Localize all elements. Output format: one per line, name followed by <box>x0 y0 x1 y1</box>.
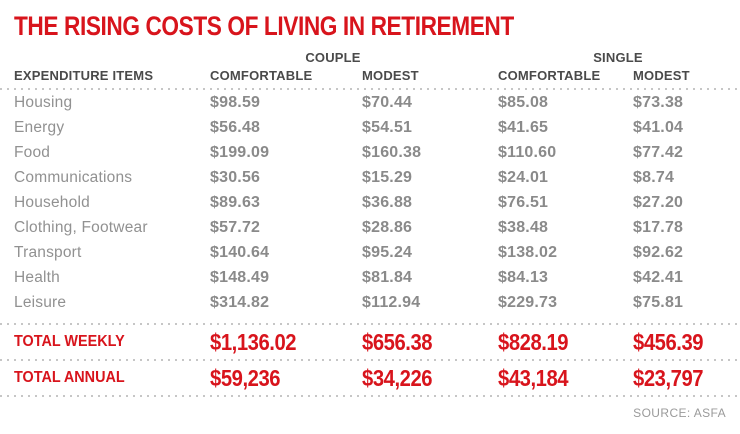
total-value: $1,136.02 <box>210 328 297 355</box>
source-attribution: SOURCE: ASFA <box>633 406 726 420</box>
row-item-label: Housing <box>14 93 73 111</box>
table-row: Housing $98.59 $70.44 $85.08 $73.38 <box>0 90 740 115</box>
total-annual-row: TOTAL ANNUAL $59,236 $34,226 $43,184 $23… <box>0 361 740 395</box>
group-header-row: COUPLE SINGLE <box>0 50 740 66</box>
row-value: $160.38 <box>362 143 422 161</box>
row-value: $85.08 <box>498 93 549 111</box>
total-value: $23,797 <box>633 364 704 391</box>
row-value: $57.72 <box>210 218 261 236</box>
total-annual-label: TOTAL ANNUAL <box>14 369 125 386</box>
row-value: $314.82 <box>210 293 270 311</box>
dotted-divider <box>0 323 740 325</box>
table-row: Communications $30.56 $15.29 $24.01 $8.7… <box>0 165 740 190</box>
row-value: $199.09 <box>210 143 270 161</box>
row-item-label: Health <box>14 268 61 286</box>
column-header-expenditure-items: EXPENDITURE ITEMS <box>14 68 154 83</box>
row-value: $54.51 <box>362 118 413 136</box>
dotted-divider <box>0 88 740 90</box>
row-value: $17.78 <box>633 218 684 236</box>
row-value: $27.20 <box>633 193 684 211</box>
row-item-label: Communications <box>14 168 133 186</box>
row-value: $98.59 <box>210 93 261 111</box>
group-header-couple: COUPLE <box>305 50 361 65</box>
table-row: Energy $56.48 $54.51 $41.65 $41.04 <box>0 115 740 140</box>
column-header-couple-modest: MODEST <box>362 68 419 83</box>
row-value: $81.84 <box>362 268 413 286</box>
group-header-single: SINGLE <box>593 50 643 65</box>
row-item-label: Leisure <box>14 293 67 311</box>
row-value: $8.74 <box>633 168 675 186</box>
row-value: $41.65 <box>498 118 549 136</box>
table-row: Leisure $314.82 $112.94 $229.73 $75.81 <box>0 290 740 315</box>
total-value: $34,226 <box>362 364 433 391</box>
row-item-label: Food <box>14 143 51 161</box>
row-value: $77.42 <box>633 143 684 161</box>
row-value: $42.41 <box>633 268 684 286</box>
row-value: $140.64 <box>210 243 270 261</box>
row-item-label: Clothing, Footwear <box>14 218 148 236</box>
table-body: Housing $98.59 $70.44 $85.08 $73.38 Ener… <box>0 90 740 315</box>
row-value: $28.86 <box>362 218 413 236</box>
row-item-label: Transport <box>14 243 82 261</box>
total-weekly-label: TOTAL WEEKLY <box>14 333 125 350</box>
row-value: $70.44 <box>362 93 413 111</box>
total-value: $59,236 <box>210 364 281 391</box>
row-value: $36.88 <box>362 193 413 211</box>
page-title: THE RISING COSTS OF LIVING IN RETIREMENT <box>14 11 514 41</box>
row-value: $15.29 <box>362 168 413 186</box>
row-value: $75.81 <box>633 293 684 311</box>
row-value: $110.60 <box>498 143 557 161</box>
total-value: $828.19 <box>498 328 569 355</box>
row-value: $84.13 <box>498 268 549 286</box>
dotted-divider <box>0 359 740 361</box>
row-value: $95.24 <box>362 243 413 261</box>
row-value: $76.51 <box>498 193 549 211</box>
row-value: $112.94 <box>362 293 421 311</box>
row-value: $41.04 <box>633 118 684 136</box>
total-value: $456.39 <box>633 328 704 355</box>
row-item-label: Household <box>14 193 90 211</box>
row-value: $56.48 <box>210 118 261 136</box>
table-row: Health $148.49 $81.84 $84.13 $42.41 <box>0 265 740 290</box>
column-header-single-comfortable: COMFORTABLE <box>498 68 601 83</box>
column-header-couple-comfortable: COMFORTABLE <box>210 68 313 83</box>
row-value: $30.56 <box>210 168 261 186</box>
row-value: $24.01 <box>498 168 549 186</box>
row-value: $92.62 <box>633 243 684 261</box>
row-value: $89.63 <box>210 193 261 211</box>
table-row: Household $89.63 $36.88 $76.51 $27.20 <box>0 190 740 215</box>
table-row: Food $199.09 $160.38 $110.60 $77.42 <box>0 140 740 165</box>
total-value: $43,184 <box>498 364 569 391</box>
dotted-divider <box>0 395 740 397</box>
row-value: $148.49 <box>210 268 270 286</box>
total-value: $656.38 <box>362 328 433 355</box>
column-header-single-modest: MODEST <box>633 68 690 83</box>
group-header-spacer <box>14 50 210 66</box>
total-weekly-row: TOTAL WEEKLY $1,136.02 $656.38 $828.19 $… <box>0 325 740 359</box>
column-header-row: EXPENDITURE ITEMS COMFORTABLE MODEST COM… <box>0 66 740 83</box>
table-row: Transport $140.64 $95.24 $138.02 $92.62 <box>0 240 740 265</box>
row-value: $38.48 <box>498 218 549 236</box>
row-value: $73.38 <box>633 93 684 111</box>
row-value: $229.73 <box>498 293 558 311</box>
table-row: Clothing, Footwear $57.72 $28.86 $38.48 … <box>0 215 740 240</box>
row-item-label: Energy <box>14 118 65 136</box>
row-value: $138.02 <box>498 243 558 261</box>
